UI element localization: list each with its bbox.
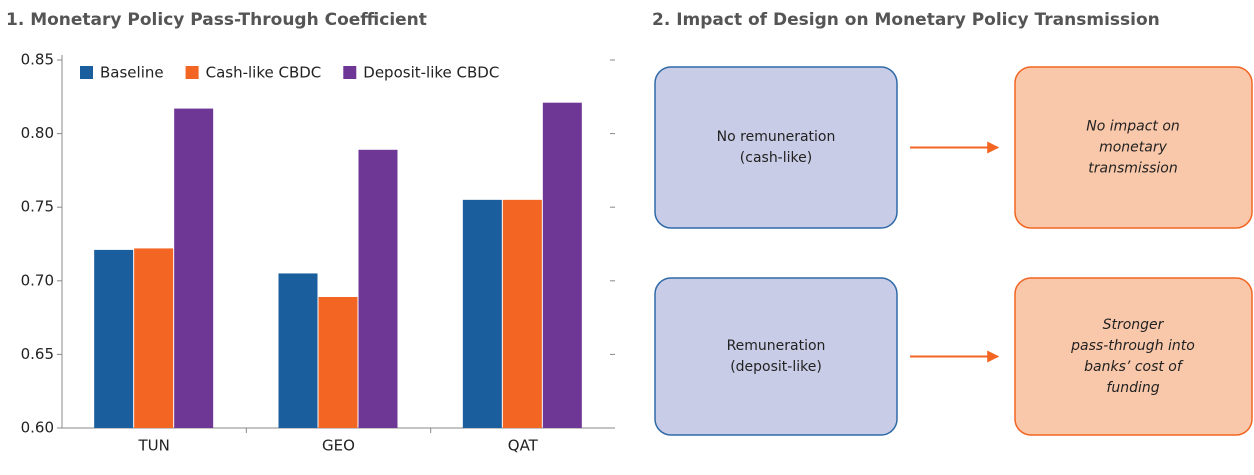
bar <box>134 248 174 428</box>
y-tick-label: 0.80 <box>21 124 54 142</box>
x-tick-label: GEO <box>322 437 355 455</box>
x-tick-label: QAT <box>508 437 539 455</box>
cause-box <box>654 66 898 229</box>
legend-swatch <box>80 66 93 79</box>
legend-swatch <box>343 66 357 79</box>
legend-swatch <box>185 66 199 79</box>
bar <box>278 273 318 428</box>
bar <box>318 296 358 428</box>
bar <box>542 102 582 429</box>
effect-box <box>1014 66 1253 229</box>
chart-title: 1. Monetary Policy Pass-Through Coeffici… <box>6 10 427 30</box>
effect-text: monetary <box>1099 140 1168 156</box>
legend-label: Cash-like CBDC <box>206 64 322 82</box>
legend-label: Baseline <box>100 64 164 82</box>
bar <box>462 199 502 428</box>
bar <box>502 199 542 428</box>
effect-text: transmission <box>1088 161 1177 177</box>
y-tick-label: 0.60 <box>21 419 54 437</box>
cause-text: No remuneration <box>717 129 836 145</box>
y-tick-label: 0.85 <box>21 51 54 69</box>
effect-text: funding <box>1106 380 1159 396</box>
effect-text: No impact on <box>1086 119 1180 135</box>
diagram-title: 2. Impact of Design on Monetary Policy T… <box>652 10 1160 30</box>
cause-text: (deposit-like) <box>730 359 822 375</box>
bar <box>358 149 398 429</box>
y-tick-label: 0.75 <box>21 198 54 216</box>
effect-text: banks’ cost of <box>1084 359 1184 375</box>
y-tick-label: 0.65 <box>21 345 54 363</box>
effect-text: Stronger <box>1103 317 1165 333</box>
cause-box <box>654 277 898 436</box>
cause-text: (cash-like) <box>740 150 812 166</box>
bar <box>94 249 134 428</box>
cause-text: Remuneration <box>727 338 826 354</box>
y-tick-label: 0.70 <box>21 271 54 289</box>
effect-box <box>1014 277 1253 436</box>
effect-text: pass-through into <box>1070 338 1195 354</box>
legend-label: Deposit-like CBDC <box>363 64 499 82</box>
bar <box>174 108 214 429</box>
x-tick-label: TUN <box>137 437 169 455</box>
